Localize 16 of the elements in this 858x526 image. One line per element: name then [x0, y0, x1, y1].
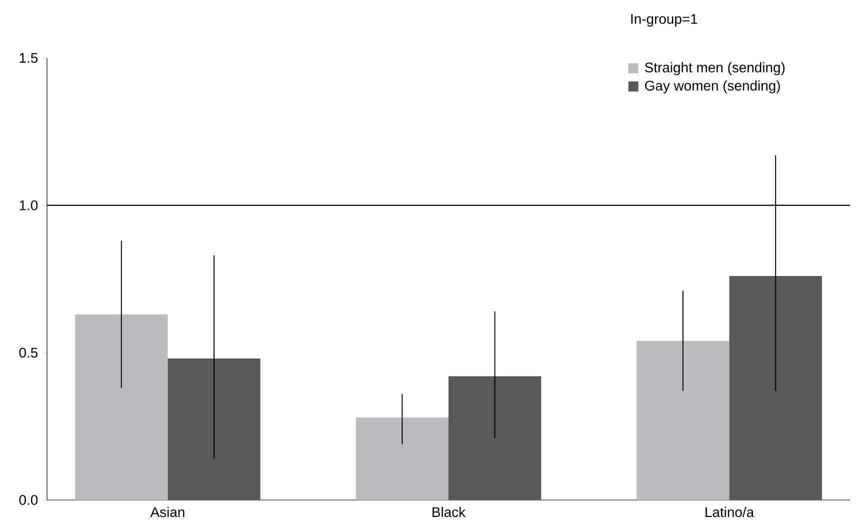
x-tick-label: Black	[432, 506, 466, 518]
legend-label: Gay women (sending)	[645, 80, 780, 94]
y-tick-label: 1.5	[20, 53, 38, 63]
x-tick-label: Asian	[150, 506, 184, 518]
y-tick-label: 0.5	[19, 348, 38, 358]
y-tick-label: 1.0	[20, 200, 38, 210]
bar	[448, 376, 542, 500]
bar	[75, 314, 168, 500]
legend-title: In-group=1	[631, 14, 698, 27]
x-tick-label: Latino/a	[706, 506, 754, 518]
y-tick-label: 0.0	[19, 495, 38, 505]
bar	[168, 358, 260, 500]
bar	[356, 417, 449, 500]
legend-label: Straight men (sending)	[644, 62, 785, 76]
bar	[729, 276, 822, 500]
bar	[636, 340, 730, 500]
